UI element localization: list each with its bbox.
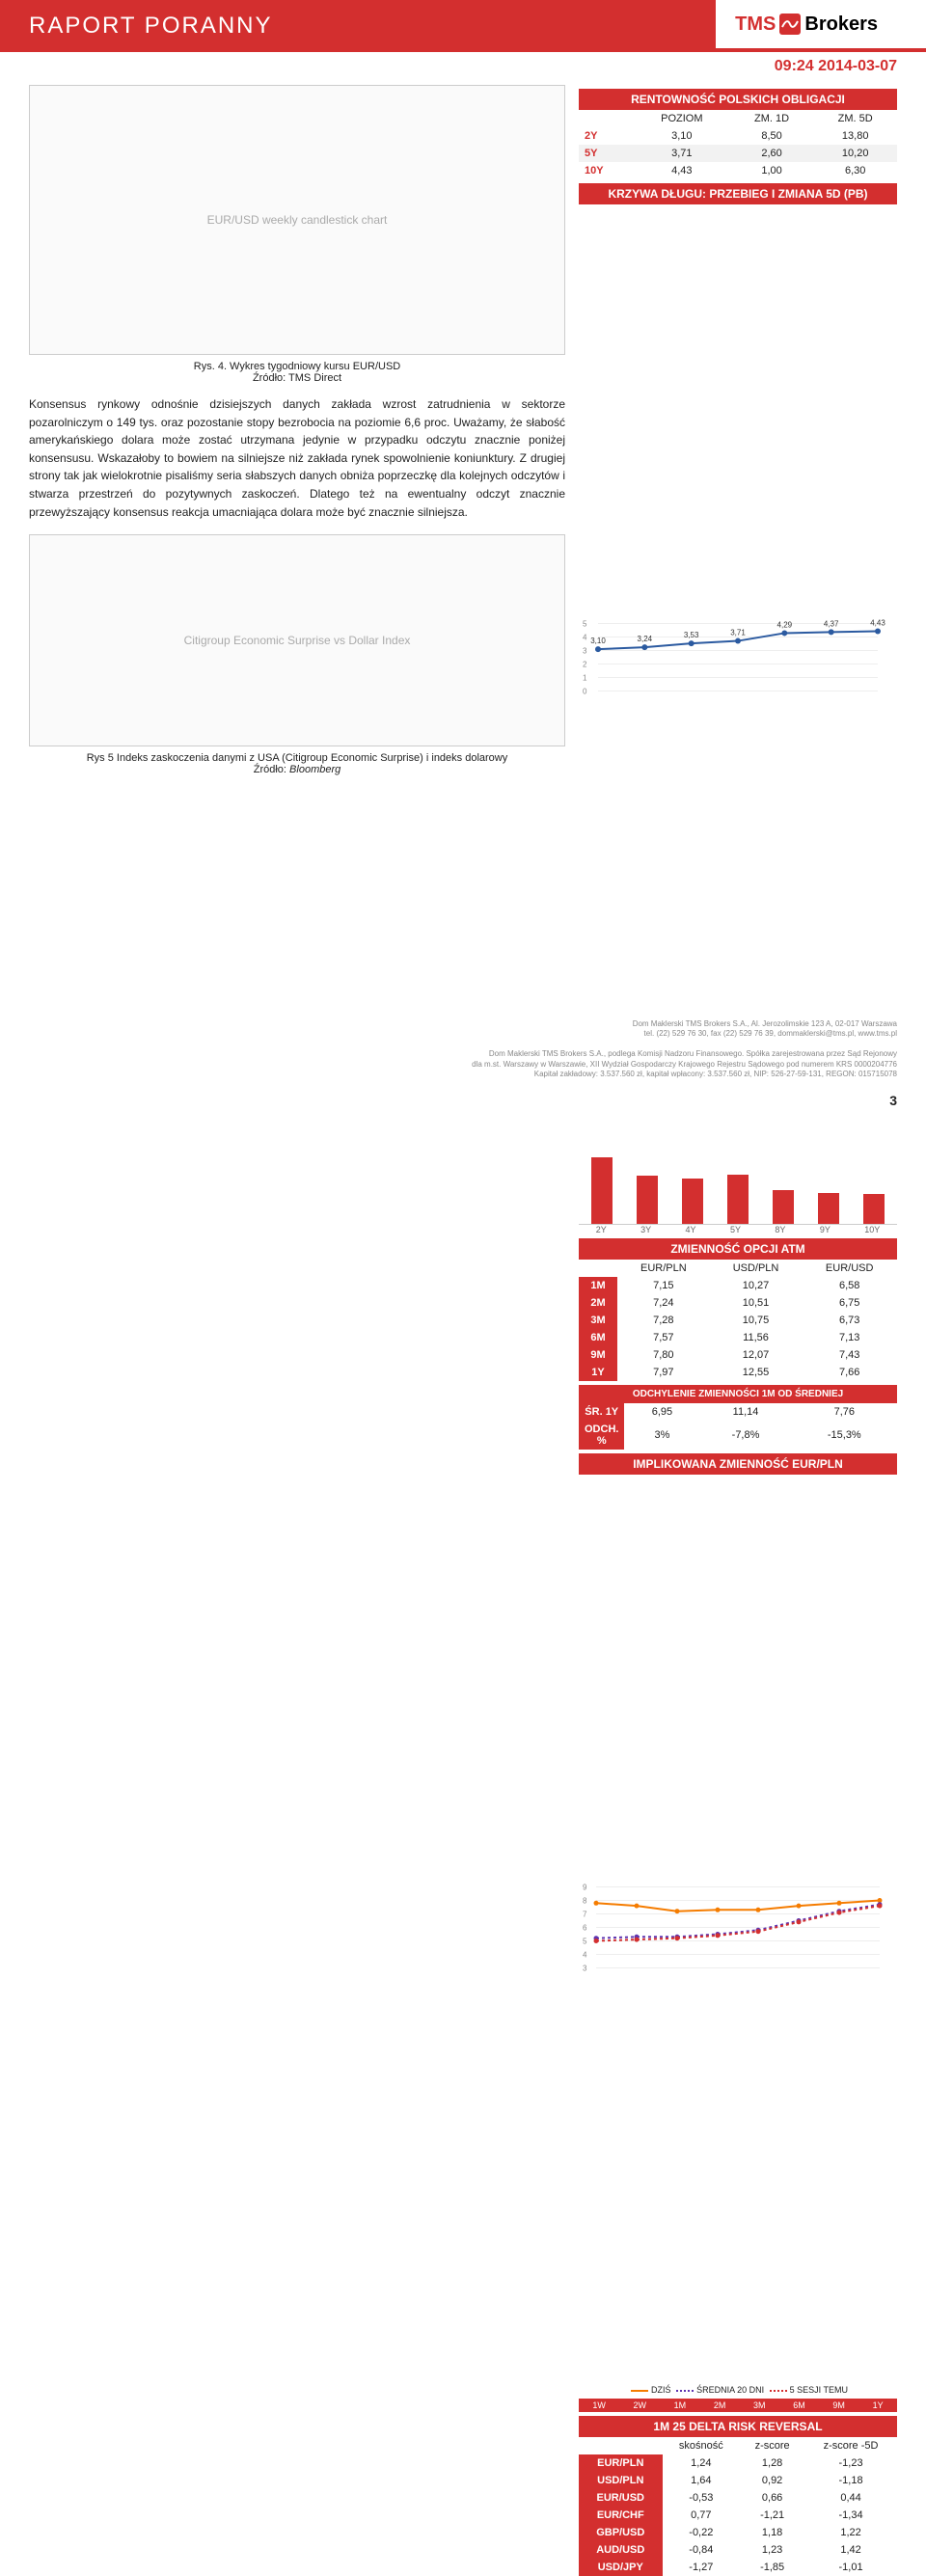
fig5-source-name: Bloomberg [289, 764, 340, 775]
svg-text:8: 8 [583, 1897, 587, 1906]
svg-text:4: 4 [583, 634, 587, 642]
atm-dev-table: ŚR. 1Y6,9511,147,76 ODCH. %3%-7,8%-15,3% [579, 1403, 897, 1450]
svg-text:4,43: 4,43 [870, 618, 885, 627]
table-row: 10Y4,431,006,30 [579, 162, 897, 179]
svg-text:4,37: 4,37 [824, 619, 839, 628]
timestamp: 09:24 2014-03-07 [0, 52, 926, 85]
bonds-table: POZIOM ZM. 1D ZM. 5D 2Y3,108,5013,80 5Y3… [579, 110, 897, 179]
svg-text:3,10: 3,10 [590, 637, 606, 645]
bonds-col1: POZIOM [634, 110, 730, 127]
footer-line: tel. (22) 529 76 30, fax (22) 529 76 39,… [29, 1029, 897, 1039]
atm-table: EUR/PLNUSD/PLNEUR/USD 1M7,1510,276,58 2M… [579, 1260, 897, 1381]
table-row: GBP/USD-0,221,181,22 [579, 2524, 897, 2541]
table-row: ŚR. 1Y6,9511,147,76 [579, 1403, 897, 1421]
report-header: RAPORT PORANNY [0, 0, 716, 52]
rr-table: skośnośćz-scorez-score -5D EUR/PLN1,241,… [579, 2437, 897, 2576]
fig4-caption: Rys. 4. Wykres tygodniowy kursu EUR/USD … [29, 361, 565, 384]
fig4-chart: EUR/USD weekly candlestick chart [29, 85, 565, 355]
svg-text:5: 5 [583, 1938, 587, 1946]
table-row: USD/JPY-1,27-1,85-1,01 [579, 2559, 897, 2576]
svg-text:4: 4 [583, 1951, 587, 1960]
svg-text:3,24: 3,24 [638, 635, 653, 643]
curve-chart: 0 1 2 3 4 53,10 3,24 3,53 3,71 4,29 4,37 4,43 [579, 204, 897, 1110]
table-row: EUR/PLN1,241,28-1,23 [579, 2454, 897, 2472]
svg-text:7: 7 [583, 1911, 587, 1919]
rr-header: 1M 25 DELTA RISK REVERSAL [579, 2416, 897, 2437]
brand-post: Brokers [804, 14, 878, 36]
table-row: AUD/USD-0,841,231,42 [579, 2541, 897, 2559]
svg-text:5: 5 [583, 620, 587, 629]
table-row: 5Y3,712,6010,20 [579, 145, 897, 162]
svg-text:4,29: 4,29 [777, 620, 793, 629]
logo-icon [779, 14, 801, 35]
bonds-col3: ZM. 5D [813, 110, 897, 127]
table-row: 2M7,2410,516,75 [579, 1294, 897, 1312]
table-row: 3M7,2810,756,73 [579, 1312, 897, 1329]
fig4-caption-text: Rys. 4. Wykres tygodniowy kursu EUR/USD [194, 361, 400, 372]
footer-line: dla m.st. Warszawy w Warszawie, XII Wydz… [29, 1060, 897, 1070]
atm-header: ZMIENNOŚĆ OPCJI ATM [579, 1238, 897, 1260]
fig5-caption-text: Rys 5 Indeks zaskoczenia danymi z USA (C… [87, 752, 508, 764]
table-row: EUR/USD-0,530,660,44 [579, 2489, 897, 2507]
table-row: 2Y3,108,5013,80 [579, 127, 897, 145]
impl-chart: 3 4 5 6 7 8 9 [579, 1475, 897, 2380]
table-row: USD/PLN1,640,92-1,18 [579, 2472, 897, 2489]
footer-line: Kapitał zakładowy: 3.537.560 zł, kapitał… [29, 1070, 897, 1079]
table-row: 9M7,8012,077,43 [579, 1346, 897, 1364]
bonds-col2: ZM. 1D [730, 110, 814, 127]
atm-dev-header: ODCHYLENIE ZMIENNOŚCI 1M OD ŚREDNIEJ [579, 1385, 897, 1403]
svg-text:3,53: 3,53 [684, 631, 699, 639]
curve-bar-chart [579, 1119, 897, 1225]
bonds-col0 [579, 110, 634, 127]
bonds-header-row: POZIOM ZM. 1D ZM. 5D [579, 110, 897, 127]
impl-legend: DZIŚ ŚREDNIA 20 DNI 5 SESJI TEMU [579, 2385, 897, 2395]
svg-text:3: 3 [583, 1965, 587, 1973]
fig5-source-lbl: Źródło: [254, 764, 289, 775]
bonds-header: RENTOWNOŚĆ POLSKICH OBLIGACJI [579, 89, 897, 110]
svg-text:3: 3 [583, 647, 587, 656]
report-title: RAPORT PORANNY [29, 13, 273, 40]
svg-text:6: 6 [583, 1924, 587, 1933]
table-row: 1Y7,9712,557,66 [579, 1364, 897, 1381]
brand-logo: TMS Brokers [716, 0, 926, 52]
impl-x-axis: 1W2W1M2M3M6M9M1Y [579, 2399, 897, 2412]
footer-line: Dom Maklerski TMS Brokers S.A., Al. Jero… [29, 1019, 897, 1029]
svg-text:3,71: 3,71 [730, 629, 746, 637]
footer-line: Dom Maklerski TMS Brokers S.A., podlega … [29, 1049, 897, 1059]
svg-text:0: 0 [583, 688, 587, 696]
svg-text:1: 1 [583, 674, 587, 683]
impl-header: IMPLIKOWANA ZMIENNOŚĆ EUR/PLN [579, 1453, 897, 1475]
curve-x-axis: 2Y3Y4Y5Y8Y9Y10Y [579, 1225, 897, 1234]
fig5-caption: Rys 5 Indeks zaskoczenia danymi z USA (C… [29, 752, 565, 775]
table-row: EUR/CHF0,77-1,21-1,34 [579, 2507, 897, 2524]
svg-text:9: 9 [583, 1884, 587, 1892]
fig5-chart: Citigroup Economic Surprise vs Dollar In… [29, 534, 565, 746]
svg-text:2: 2 [583, 661, 587, 669]
table-row: ODCH. %3%-7,8%-15,3% [579, 1421, 897, 1450]
table-row: 6M7,5711,567,13 [579, 1329, 897, 1346]
body-paragraph: Konsensus rynkowy odnośnie dzisiejszych … [29, 395, 565, 521]
brand-pre: TMS [735, 14, 776, 36]
fig4-source: Źródło: TMS Direct [253, 372, 341, 384]
curve-header: KRZYWA DŁUGU: PRZEBIEG I ZMIANA 5D (PB) [579, 183, 897, 204]
table-row: 1M7,1510,276,58 [579, 1277, 897, 1294]
